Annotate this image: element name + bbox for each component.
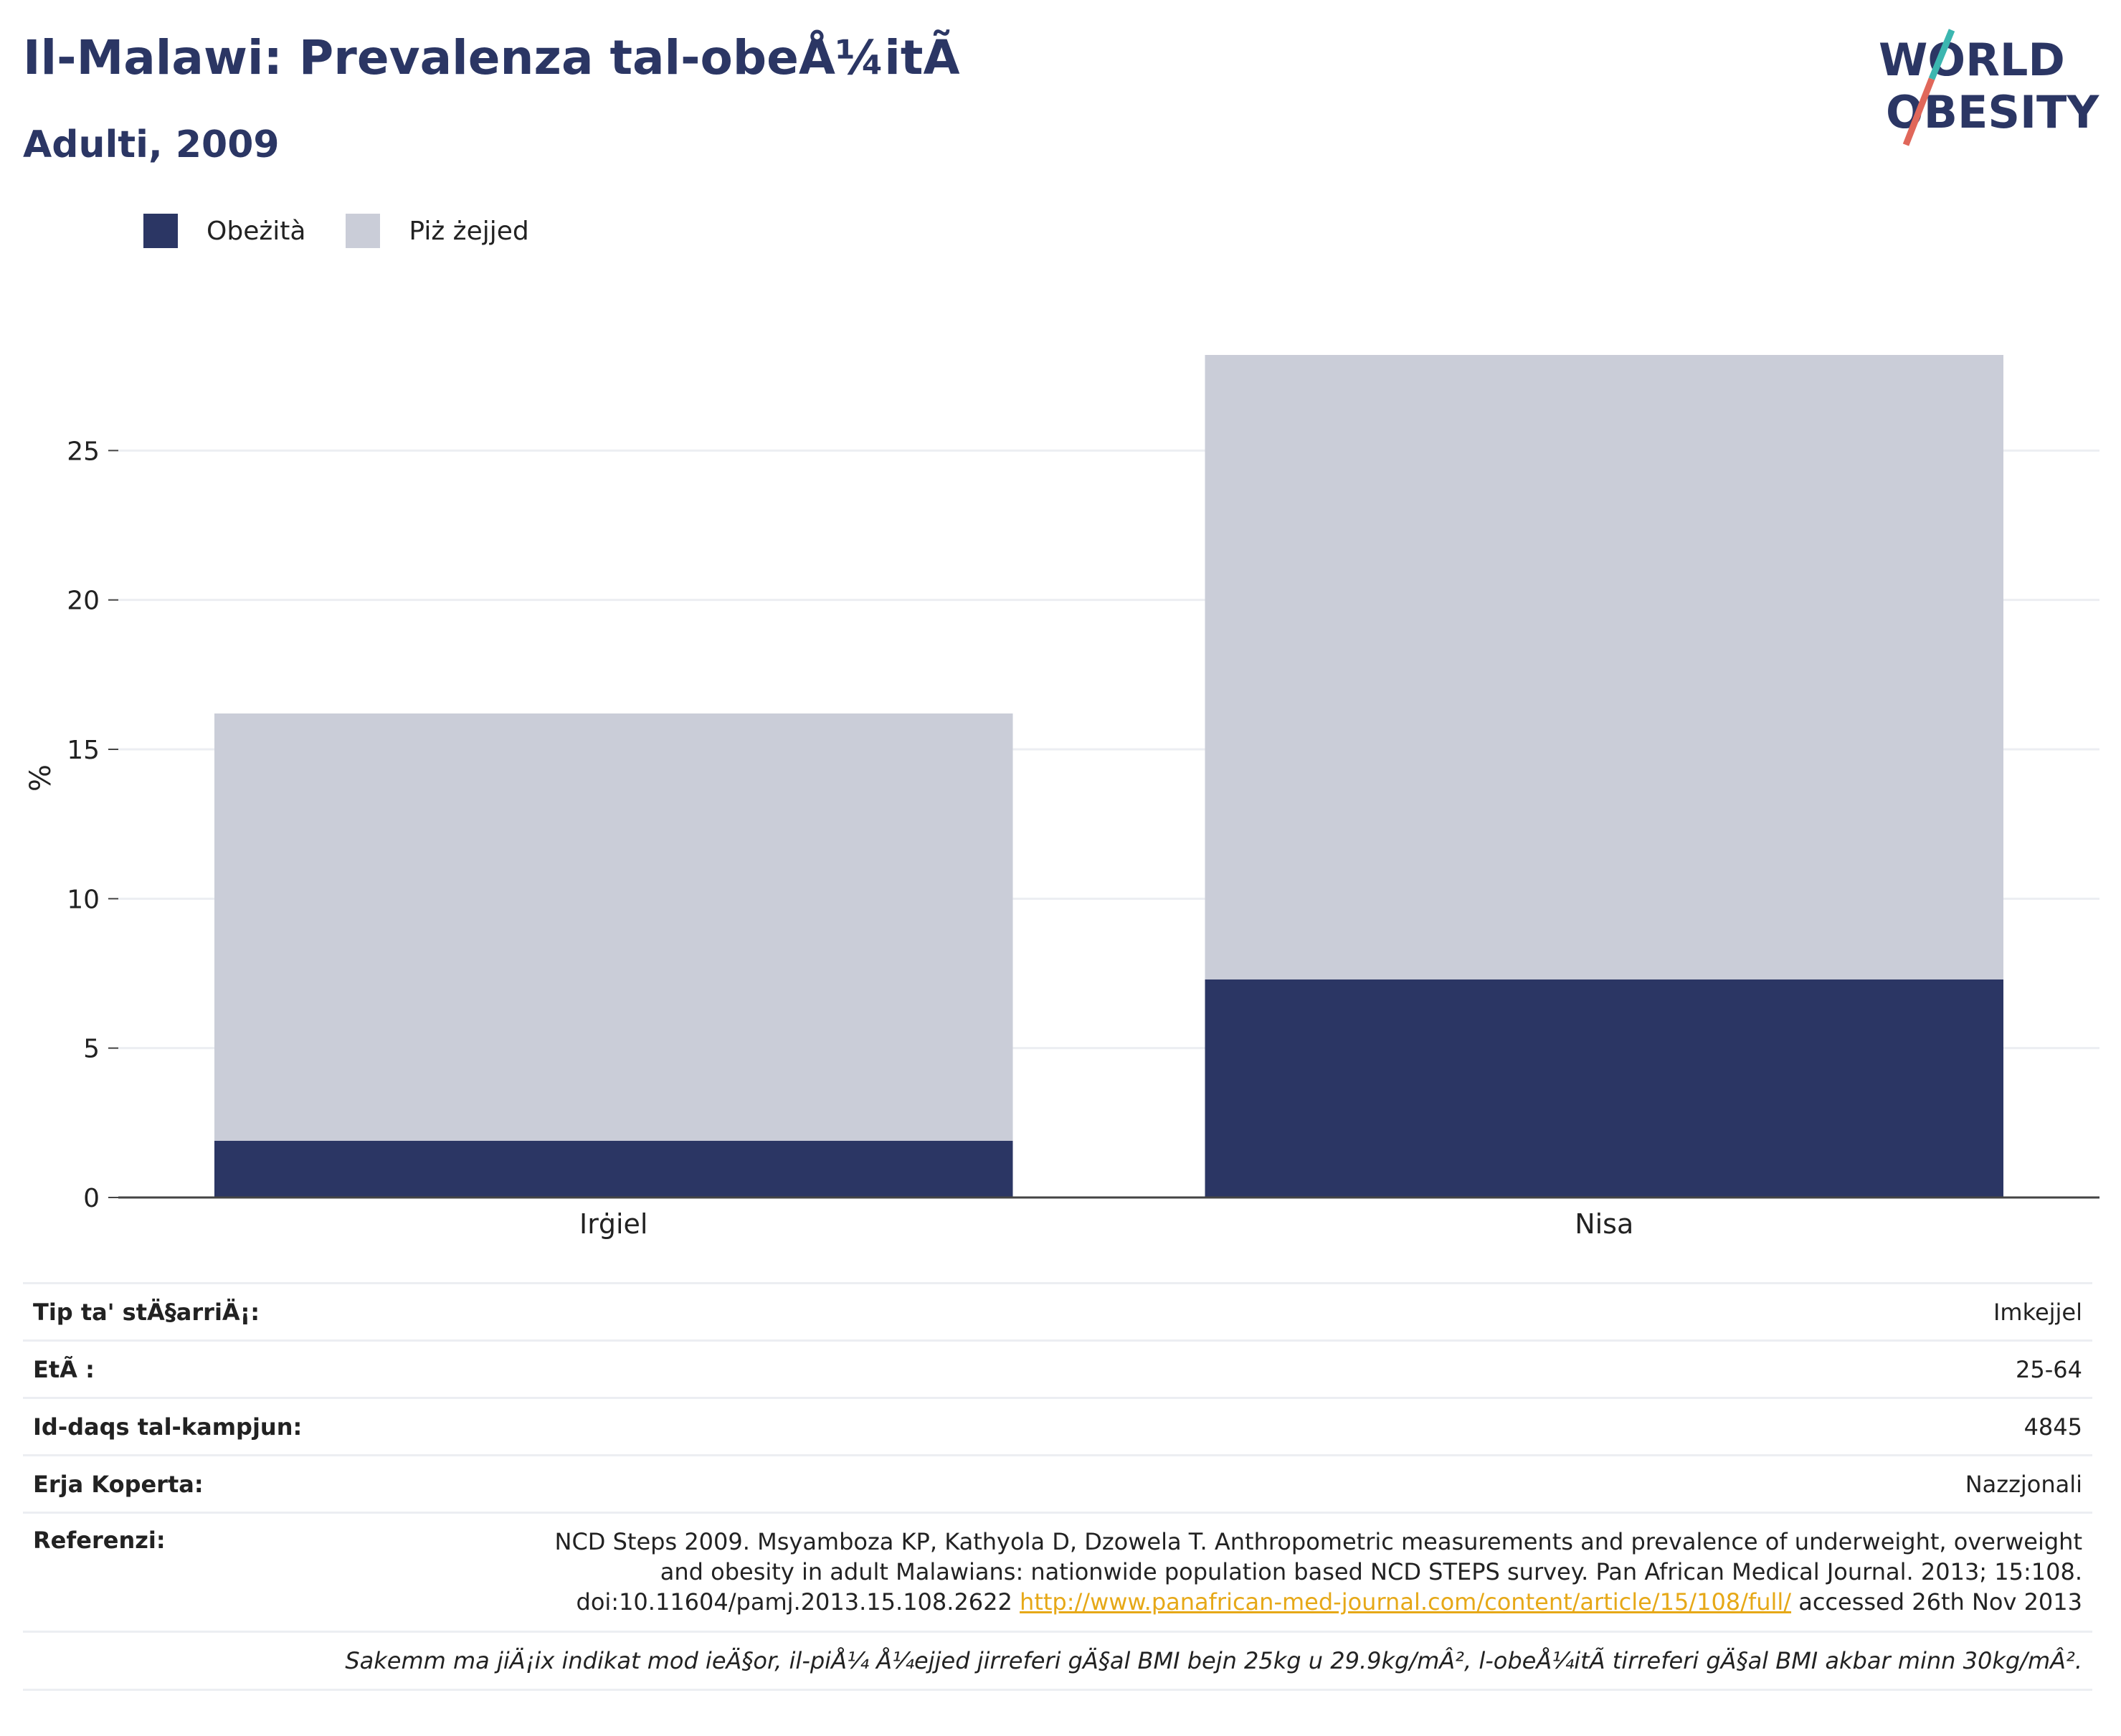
y-tick-label: 20 [67, 587, 100, 616]
world-obesity-logo: WORLD OBESITY [1879, 29, 2099, 146]
legend-label-overweight: Piż żejjed [409, 216, 529, 246]
info-row-age: EtÃ : 25-64 [23, 1339, 2092, 1397]
stacked-bar-chart: 0 5 10 15 20 25% Irġiel Nisa [24, 355, 2099, 1240]
page-subtitle: Adulti, 2009 [23, 123, 280, 166]
legend-swatch-overweight [346, 214, 381, 248]
bar-overweight-1 [1205, 355, 2003, 980]
chart-legend: Obeżità Piż żejjed [143, 214, 569, 248]
info-value: Imkejjel [1993, 1298, 2082, 1326]
info-row-sample-size: Id-daqs tal-kampjun: 4845 [23, 1397, 2092, 1454]
x-category-label: Irġiel [579, 1208, 647, 1240]
info-row-area-covered: Erja Koperta: Nazzjonali [23, 1454, 2092, 1512]
bar-overweight-0 [214, 713, 1013, 1141]
info-key: Id-daqs tal-kampjun: [33, 1413, 303, 1441]
reference-link[interactable]: http://www.panafrican-med-journal.com/co… [1020, 1588, 1792, 1616]
reference-citation: NCD Steps 2009. Msyamboza KP, Kathyola D… [554, 1528, 2082, 1616]
info-value: 25-64 [2016, 1355, 2082, 1383]
info-value: Nazzjonali [1965, 1470, 2082, 1498]
reference-text: NCD Steps 2009. Msyamboza KP, Kathyola D… [533, 1527, 2082, 1617]
legend-item-obesity[interactable]: Obeżità [143, 214, 305, 248]
bar-obesity-1 [1205, 979, 2003, 1197]
info-key: Erja Koperta: [33, 1470, 204, 1498]
info-row-survey-type: Tip ta' stÄ§arriÄ¡: Imkejjel [23, 1282, 2092, 1339]
info-table: Tip ta' stÄ§arriÄ¡: Imkejjel EtÃ : 25-64… [23, 1282, 2092, 1691]
logo-teal-slash [1928, 29, 1955, 80]
logo-line1: WORLD [1879, 34, 2065, 86]
info-key: EtÃ : [33, 1355, 95, 1383]
info-key: Tip ta' stÄ§arriÄ¡: [33, 1298, 260, 1326]
info-key: Referenzi: [33, 1527, 166, 1554]
bar-obesity-0 [214, 1140, 1013, 1197]
reference-accessed: accessed 26th Nov 2013 [1798, 1588, 2082, 1616]
info-value: 4845 [2023, 1413, 2082, 1441]
y-tick-label: 0 [83, 1184, 100, 1213]
info-row-note: Sakemm ma jiÄ¡ix indikat mod ieÄ§or, il-… [23, 1631, 2092, 1691]
logo-red-slash [1902, 77, 1935, 146]
y-tick-label: 15 [67, 736, 100, 765]
bmi-definition-note: Sakemm ma jiÄ¡ix indikat mod ieÄ§or, il-… [345, 1647, 2082, 1674]
legend-swatch-obesity [143, 214, 178, 248]
x-category-label: Nisa [1575, 1208, 1633, 1240]
legend-item-overweight[interactable]: Piż żejjed [346, 214, 529, 248]
y-tick-label: 25 [67, 437, 100, 466]
y-tick-label: 5 [83, 1035, 100, 1064]
y-axis-label: % [24, 764, 57, 792]
page-title: Il-Malawi: Prevalenza tal-obeÅ¼itÃ [23, 30, 960, 85]
y-tick-label: 10 [67, 885, 100, 914]
info-row-references: Referenzi: NCD Steps 2009. Msyamboza KP,… [23, 1512, 2092, 1631]
legend-label-obesity: Obeżità [207, 216, 306, 246]
